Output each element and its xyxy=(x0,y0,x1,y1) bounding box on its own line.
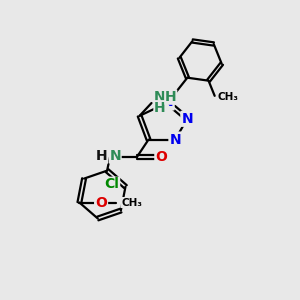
Text: N: N xyxy=(154,90,166,104)
Text: O: O xyxy=(155,150,167,164)
Text: N: N xyxy=(181,112,193,126)
Text: N: N xyxy=(169,133,181,147)
Text: N: N xyxy=(162,95,174,110)
Text: H: H xyxy=(154,101,166,115)
Text: CH₃: CH₃ xyxy=(217,92,238,102)
Text: N: N xyxy=(110,149,121,163)
Text: Cl: Cl xyxy=(105,177,120,191)
Text: CH₃: CH₃ xyxy=(121,197,142,208)
Text: O: O xyxy=(95,196,107,209)
Text: H: H xyxy=(165,90,177,104)
Text: H: H xyxy=(96,149,107,163)
